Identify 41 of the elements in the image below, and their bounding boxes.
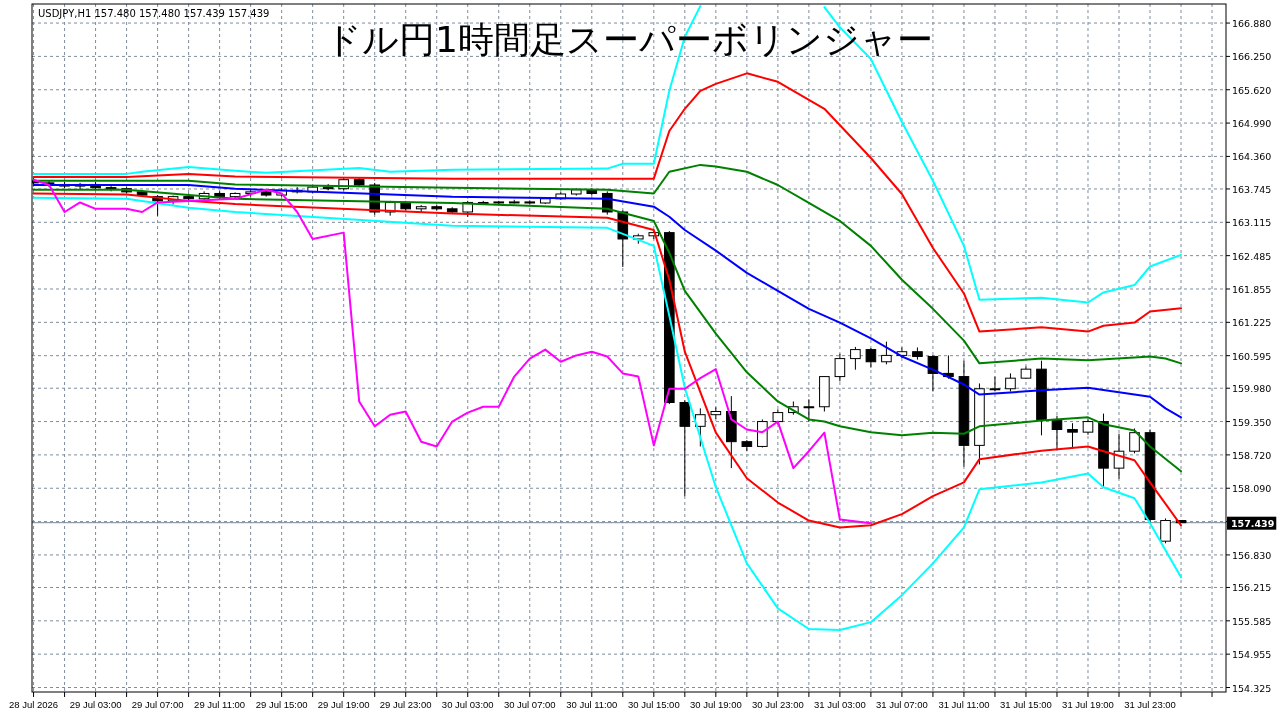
x-tick-label: 31 Jul 19:00 [1062, 699, 1114, 710]
x-tick-label: 31 Jul 23:00 [1124, 699, 1176, 710]
y-tick-label: 160.595 [1232, 350, 1272, 362]
y-tick-label: 159.980 [1232, 383, 1272, 395]
y-tick-label: 161.855 [1232, 283, 1272, 295]
y-tick-label: 165.620 [1232, 84, 1272, 96]
annotation: USDJPY,H1 157.480 157.480 157.439 157.439 [38, 8, 270, 19]
y-tick-label: 158.720 [1232, 449, 1272, 461]
y-tick-label: 163.745 [1232, 183, 1272, 195]
y-tick-label: 158.090 [1232, 483, 1272, 495]
x-tick-label: 30 Jul 03:00 [441, 699, 494, 710]
y-tick-label: 156.215 [1232, 582, 1272, 594]
y-tick-label: 164.990 [1232, 118, 1272, 130]
x-tick-label: 29 Jul 15:00 [255, 699, 308, 710]
y-tick-label: 166.250 [1232, 51, 1272, 63]
y-tick-label: 155.585 [1232, 615, 1272, 627]
x-tick-label: 31 Jul 11:00 [938, 699, 990, 710]
x-tick-label: 31 Jul 07:00 [876, 699, 928, 710]
x-tick-label: 30 Jul 11:00 [566, 699, 618, 710]
y-tick-label: 162.485 [1232, 250, 1272, 262]
x-tick-label: 31 Jul 03:00 [814, 699, 866, 710]
x-tick-label: 29 Jul 03:00 [69, 699, 122, 710]
y-tick-label: 166.880 [1232, 18, 1272, 30]
y-tick-label: 161.225 [1232, 317, 1272, 329]
y-tick-label: 164.360 [1232, 151, 1272, 163]
y-tick-label: 156.830 [1232, 549, 1272, 561]
y-tick-label: 154.325 [1232, 682, 1272, 694]
x-tick-label: 30 Jul 23:00 [751, 699, 804, 710]
x-tick-label: 29 Jul 11:00 [194, 699, 246, 710]
x-tick-label: 30 Jul 15:00 [627, 699, 680, 710]
y-tick-label: 159.350 [1232, 416, 1272, 428]
ref-line-label: 157.439 [1231, 517, 1275, 529]
x-tick-label: 29 Jul 19:00 [317, 699, 370, 710]
x-tick-label: 31 Jul 15:00 [1000, 699, 1052, 710]
x-tick-label: 28 Jul 2026 [8, 699, 59, 710]
y-tick-label: 163.115 [1232, 217, 1272, 229]
x-tick-label: 30 Jul 07:00 [503, 699, 556, 710]
x-tick-label: 29 Jul 07:00 [131, 699, 184, 710]
x-tick-label: 29 Jul 23:00 [379, 699, 432, 710]
x-tick-label: 30 Jul 19:00 [689, 699, 742, 710]
y-tick-label: 154.955 [1232, 649, 1272, 661]
